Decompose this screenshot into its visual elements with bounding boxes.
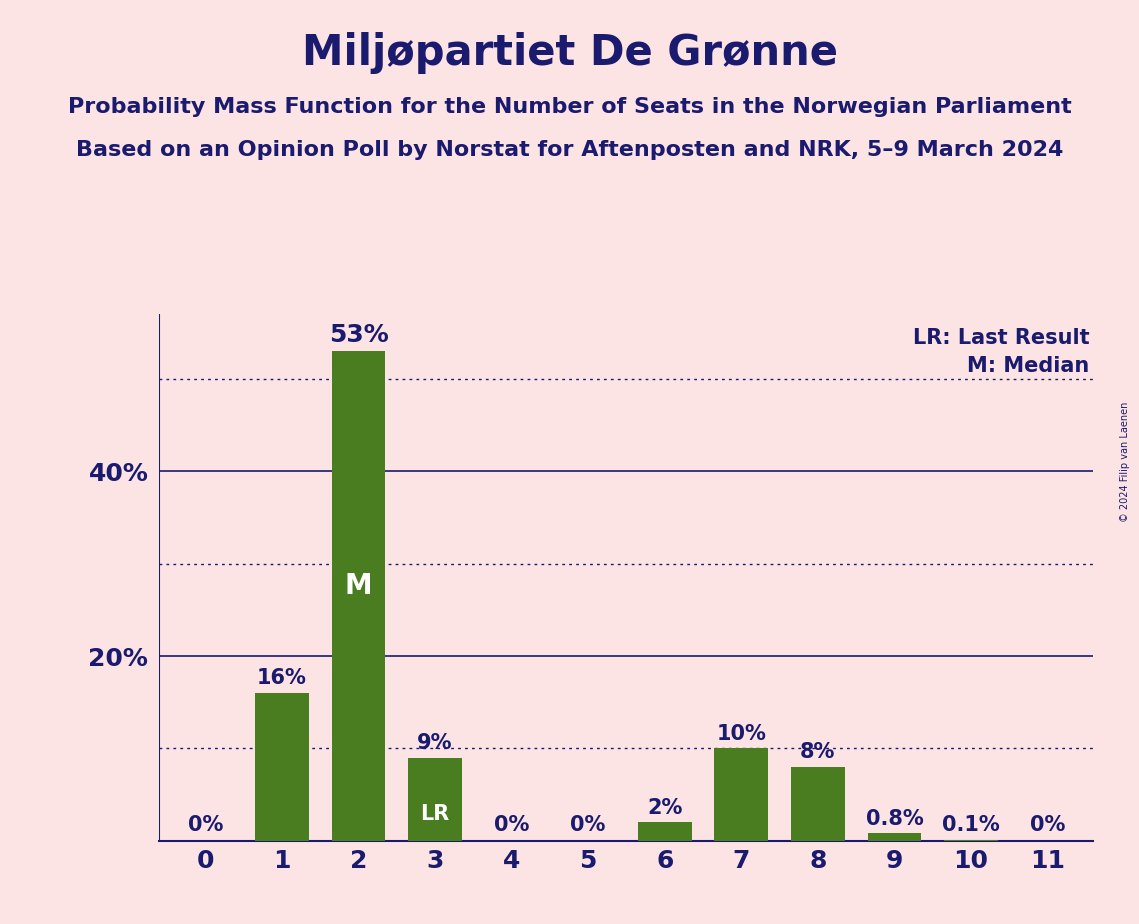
- Text: 0%: 0%: [1030, 815, 1065, 835]
- Bar: [638, 822, 691, 841]
- Text: Based on an Opinion Poll by Norstat for Aftenposten and NRK, 5–9 March 2024: Based on an Opinion Poll by Norstat for …: [76, 140, 1063, 161]
- Text: LR: Last Result: LR: Last Result: [913, 328, 1090, 348]
- Text: 16%: 16%: [257, 668, 306, 688]
- Text: LR: LR: [420, 804, 450, 824]
- Bar: [868, 833, 921, 841]
- Text: 0%: 0%: [188, 815, 223, 835]
- Text: 53%: 53%: [329, 322, 388, 346]
- Text: © 2024 Filip van Laenen: © 2024 Filip van Laenen: [1121, 402, 1130, 522]
- Text: 0.1%: 0.1%: [942, 815, 1000, 835]
- Text: 0%: 0%: [571, 815, 606, 835]
- Bar: [408, 758, 461, 841]
- Bar: [714, 748, 768, 841]
- Text: 2%: 2%: [647, 797, 682, 818]
- Bar: [944, 840, 998, 841]
- Bar: [255, 693, 309, 841]
- Text: 10%: 10%: [716, 723, 767, 744]
- Bar: [792, 767, 845, 841]
- Text: 0%: 0%: [494, 815, 530, 835]
- Text: M: M: [345, 572, 372, 601]
- Text: 0.8%: 0.8%: [866, 808, 924, 829]
- Text: M: Median: M: Median: [967, 356, 1090, 376]
- Text: 9%: 9%: [417, 733, 453, 753]
- Text: Miljøpartiet De Grønne: Miljøpartiet De Grønne: [302, 32, 837, 74]
- Text: 8%: 8%: [801, 742, 836, 762]
- Bar: [331, 351, 385, 841]
- Text: Probability Mass Function for the Number of Seats in the Norwegian Parliament: Probability Mass Function for the Number…: [67, 97, 1072, 117]
